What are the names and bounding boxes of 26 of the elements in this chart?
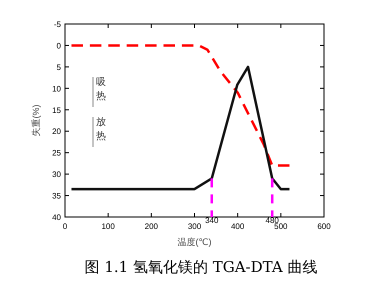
x-axis-title: 温度(℃): [177, 237, 212, 247]
annotation: 吸热: [96, 77, 106, 102]
x-tick-label: 100: [101, 222, 116, 231]
y-tick-label: 10: [52, 84, 62, 94]
ref-line-label: 340: [205, 216, 219, 225]
ref-line-label: 480: [266, 216, 280, 225]
y-tick-label: 5: [56, 62, 62, 72]
y-tick-label: 35: [52, 192, 62, 201]
y-tick-label: 30: [52, 170, 62, 180]
y-axis-title: 失重(%): [31, 104, 41, 136]
y-tick-label: 20: [52, 127, 62, 136]
x-tick-label: 200: [144, 222, 159, 231]
y-tick-label: 15: [52, 106, 62, 115]
x-tick-label: 300: [188, 222, 202, 231]
line-series: [70, 66, 291, 190]
x-tick-label: 500: [274, 222, 288, 231]
line-series: [70, 44, 291, 167]
y-tick-label: 25: [52, 148, 62, 158]
annotation: 放热: [96, 117, 106, 142]
x-tick-label: 400: [230, 222, 245, 231]
y-tick-label: -5: [54, 20, 62, 29]
text: 图 1.1 氢氧化镁的 TGA-DTA 曲线: [84, 258, 318, 276]
y-tick-label: 40: [52, 213, 62, 222]
x-tick-label: 600: [317, 222, 332, 231]
y-tick-label: 0: [56, 41, 62, 50]
x-tick-label: 0: [62, 222, 68, 231]
